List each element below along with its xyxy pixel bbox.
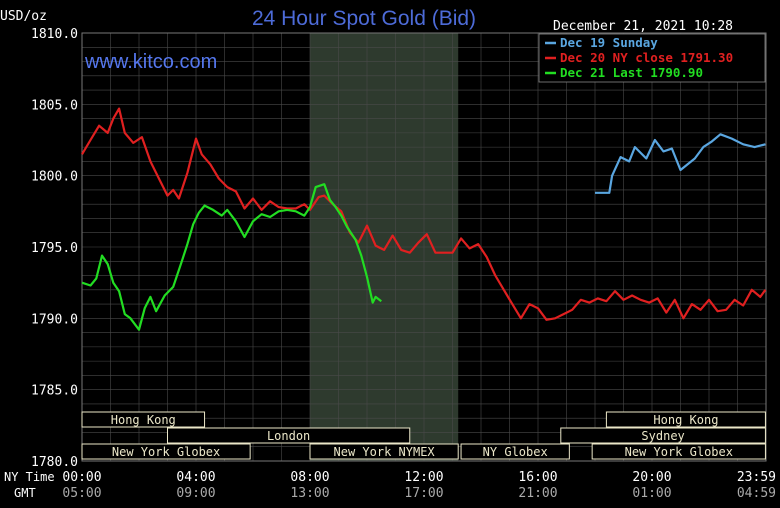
y-tick-label: 1785.0	[31, 384, 78, 399]
series-line	[595, 133, 766, 194]
y-tick-label: 1780.0	[31, 455, 78, 470]
session-label: London	[267, 429, 310, 443]
session-label: Hong Kong	[653, 413, 718, 427]
session-bar	[167, 427, 411, 444]
y-tick-label: 1795.0	[31, 241, 78, 256]
x-tick-label-gmt: 09:00	[176, 486, 215, 501]
series-line	[81, 183, 382, 331]
x-tick-label-gmt: 05:00	[62, 486, 101, 501]
gmt-label: GMT	[14, 486, 36, 500]
y-tick-labels: 1810.0 1805.0 1800.0 1795.0 1790.0 1785.0 1780…	[31, 27, 78, 470]
x-tick-label-gmt: 13:00	[290, 486, 329, 501]
grid	[81, 32, 767, 462]
x-tick-label-ny: 00:00	[62, 470, 101, 485]
x-tick-label-ny: 04:00	[176, 470, 215, 485]
x-tick-label-gmt: 17:00	[404, 486, 443, 501]
timestamp: December 21, 2021 10:28	[553, 19, 733, 34]
session-label: Sydney	[641, 429, 684, 443]
y-tick-label: 1805.0	[31, 98, 78, 113]
x-tick-label-ny: 08:00	[290, 470, 329, 485]
session-label: Hong Kong	[111, 413, 176, 427]
session-bars: Hong Kong Hong Kong London Sydney New York G…	[81, 411, 766, 460]
session-bar	[605, 411, 766, 428]
x-tick-label-ny: 23:59	[737, 470, 776, 485]
x-tick-label-ny: 20:00	[632, 470, 671, 485]
series-lines	[81, 107, 767, 331]
session-bar	[591, 443, 766, 460]
y-tick-label: 1790.0	[31, 312, 78, 327]
legend-box	[538, 33, 766, 83]
session-bar	[309, 443, 459, 460]
session-bar	[81, 443, 251, 460]
x-tick-label-gmt: 01:00	[632, 486, 671, 501]
x-tick-label-gmt: 04:59	[737, 486, 776, 501]
y-axis-unit: USD/oz	[0, 9, 47, 24]
x-tick-labels: 00:00 04:00 08:00 12:00 16:00 20:00 23:59 05:00…	[62, 470, 776, 501]
session-label: New York NYMEX	[334, 445, 436, 459]
legend-entry: Dec 21 Last 1790.90	[560, 65, 703, 80]
y-tick-label: 1800.0	[31, 170, 78, 185]
session-label: NY Globex	[483, 445, 548, 459]
x-tick-label-ny: 16:00	[518, 470, 557, 485]
session-label: New York Globex	[625, 445, 733, 459]
session-bar	[81, 411, 206, 428]
series-line	[81, 107, 767, 321]
legend-entry: Dec 19 Sunday	[560, 35, 658, 50]
y-tick-label: 1810.0	[31, 27, 78, 42]
chart-title: 24 Hour Spot Gold (Bid)	[252, 7, 476, 30]
x-tick-label-ny: 12:00	[404, 470, 443, 485]
session-label: New York Globex	[112, 445, 220, 459]
x-tick-label-gmt: 21:00	[518, 486, 557, 501]
ny-time-label: NY Time	[4, 470, 55, 484]
legend-entry: Dec 20 NY close 1791.30	[560, 50, 733, 65]
watermark-url: www.kitco.com	[84, 51, 217, 73]
session-bar	[460, 443, 570, 460]
plot-frame	[81, 32, 767, 462]
session-bar	[560, 427, 766, 444]
